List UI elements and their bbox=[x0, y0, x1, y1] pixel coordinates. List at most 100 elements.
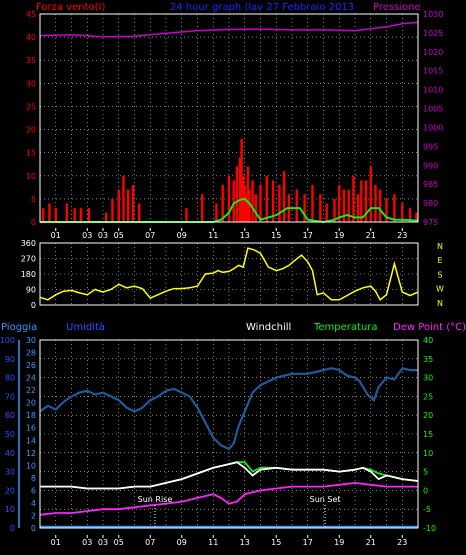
x-tick-label: 21 bbox=[366, 231, 376, 240]
x-tick-label: 17 bbox=[303, 538, 313, 547]
right-y-tick-label: 1000 bbox=[423, 123, 443, 132]
x-tick-label: 03 bbox=[98, 538, 108, 547]
wind-force-bar bbox=[227, 175, 231, 222]
temperature-y-tick-label: 5 bbox=[423, 468, 428, 477]
wind-force-bar bbox=[251, 180, 254, 222]
wind-force-bar bbox=[369, 166, 372, 222]
rain-y-tick-label: 22 bbox=[26, 386, 36, 395]
x-tick-label: 09 bbox=[177, 231, 187, 240]
wind-force-bar bbox=[138, 203, 141, 222]
wind-pressure-panel: 0510152025303540459759809859909951000100… bbox=[26, 10, 444, 240]
wind-force-bar bbox=[347, 189, 350, 222]
green-line bbox=[40, 197, 419, 224]
wind-force-bar bbox=[254, 194, 257, 222]
humidity-y-tick-label: 10 bbox=[5, 505, 15, 514]
x-tick-label: 01 bbox=[51, 231, 61, 240]
humidity-y-tick-label: 100 bbox=[0, 336, 15, 345]
wind-force-bar bbox=[122, 175, 125, 222]
temperature-y-tick-label: 25 bbox=[423, 392, 433, 401]
compass-label: S bbox=[437, 270, 442, 279]
wind-force-bar bbox=[408, 208, 412, 222]
left-y-tick-label: 45 bbox=[26, 10, 36, 19]
x-tick-label: 19 bbox=[334, 231, 344, 240]
dewpoint-legend: Dew Point (°C) bbox=[393, 322, 466, 333]
right-y-tick-label: 1010 bbox=[423, 86, 443, 95]
temperature-y-tick-label: 30 bbox=[423, 374, 433, 383]
left-y-tick-label: 10 bbox=[26, 172, 36, 181]
sunrise-label: Sun Rise bbox=[138, 495, 173, 504]
left-y-tick-label: 30 bbox=[26, 79, 36, 88]
wind-force-bar bbox=[303, 194, 306, 222]
right-y-tick-label: 980 bbox=[423, 199, 438, 208]
left-y-tick-label: 25 bbox=[26, 102, 36, 111]
x-tick-label: 15 bbox=[271, 231, 281, 240]
wind-force-bar bbox=[238, 157, 242, 222]
right-y-tick-label: 1015 bbox=[423, 67, 443, 76]
humidity-line bbox=[39, 366, 418, 451]
wind-force-bar bbox=[356, 194, 360, 222]
temperature-legend: Temperatura bbox=[313, 322, 378, 333]
rain-y-tick-label: 24 bbox=[26, 374, 36, 383]
compass-label: E bbox=[437, 256, 442, 265]
compass-label: N bbox=[437, 299, 443, 308]
wind-force-bar bbox=[278, 185, 281, 222]
wind-force-bar bbox=[221, 185, 224, 222]
x-tick-label: 23 bbox=[397, 231, 407, 240]
right-y-tick-label: 990 bbox=[423, 161, 438, 170]
rain-y-tick-label: 26 bbox=[26, 361, 36, 370]
plot-frame bbox=[39, 339, 419, 529]
rain-y-tick-label: 18 bbox=[26, 411, 36, 420]
humidity-y-tick-label: 90 bbox=[5, 355, 15, 364]
sunset-label: Sun Set bbox=[310, 495, 341, 504]
wind-force-bar bbox=[360, 180, 363, 222]
humidity-y-tick-label: 70 bbox=[5, 392, 15, 401]
x-tick-label: 11 bbox=[208, 538, 218, 547]
wind-force-bar bbox=[265, 175, 268, 222]
temperature-y-tick-label: 35 bbox=[423, 355, 433, 364]
direction-y-tick-label: 360 bbox=[21, 239, 36, 248]
temperature-y-tick-label: 20 bbox=[423, 411, 433, 420]
rain-y-tick-label: 4 bbox=[31, 499, 36, 508]
humidity-y-tick-label: 20 bbox=[5, 486, 15, 495]
wind-force-bar bbox=[295, 189, 298, 222]
wind-force-bar bbox=[240, 138, 243, 222]
right-y-tick-label: 975 bbox=[423, 218, 438, 227]
left-y-tick-label: 5 bbox=[31, 195, 36, 204]
x-tick-label: 07 bbox=[145, 538, 155, 547]
wind-force-bar bbox=[311, 185, 314, 222]
right-y-tick-label: 1025 bbox=[423, 29, 443, 38]
wind-force-bar bbox=[79, 208, 83, 222]
x-tick-label: 03 bbox=[82, 538, 92, 547]
left-y-tick-label: 35 bbox=[26, 56, 36, 65]
x-tick-label: 13 bbox=[240, 231, 250, 240]
left-y-tick-label: 15 bbox=[26, 149, 36, 158]
wind-force-bar bbox=[54, 208, 57, 222]
wind-force-bar bbox=[325, 203, 328, 222]
wind-force-bar bbox=[379, 189, 382, 222]
humidity-y-tick-label: 50 bbox=[5, 430, 15, 439]
wind-force-bar bbox=[282, 171, 286, 222]
x-tick-label: 13 bbox=[240, 538, 250, 547]
humidity-y-tick-label: 0 bbox=[10, 524, 15, 533]
x-tick-label: 05 bbox=[114, 538, 124, 547]
x-tick-label: 17 bbox=[303, 231, 313, 240]
wind-force-bar bbox=[364, 180, 368, 222]
plot-frame bbox=[39, 242, 419, 306]
wind-force-axis-title: Forza vento(I) bbox=[36, 2, 105, 13]
wind-force-bar bbox=[385, 198, 388, 222]
humidity-legend: Umidità bbox=[66, 321, 105, 333]
direction-y-tick-label: 270 bbox=[21, 255, 36, 264]
rain-y-tick-label: 20 bbox=[26, 399, 36, 408]
wind-force-bar bbox=[131, 185, 135, 222]
wind-force-bar bbox=[87, 208, 91, 222]
temperature-y-tick-label: 0 bbox=[423, 486, 428, 495]
rain-y-tick-label: 12 bbox=[26, 449, 36, 458]
rain-y-tick-label: 6 bbox=[31, 486, 36, 495]
right-y-tick-label: 985 bbox=[423, 180, 438, 189]
temperature-y-tick-label: -5 bbox=[423, 505, 431, 514]
x-tick-label: 21 bbox=[366, 538, 376, 547]
rain-y-tick-label: 2 bbox=[31, 511, 36, 520]
dewpoint-line bbox=[39, 481, 418, 516]
wind-direction-line bbox=[39, 247, 419, 301]
